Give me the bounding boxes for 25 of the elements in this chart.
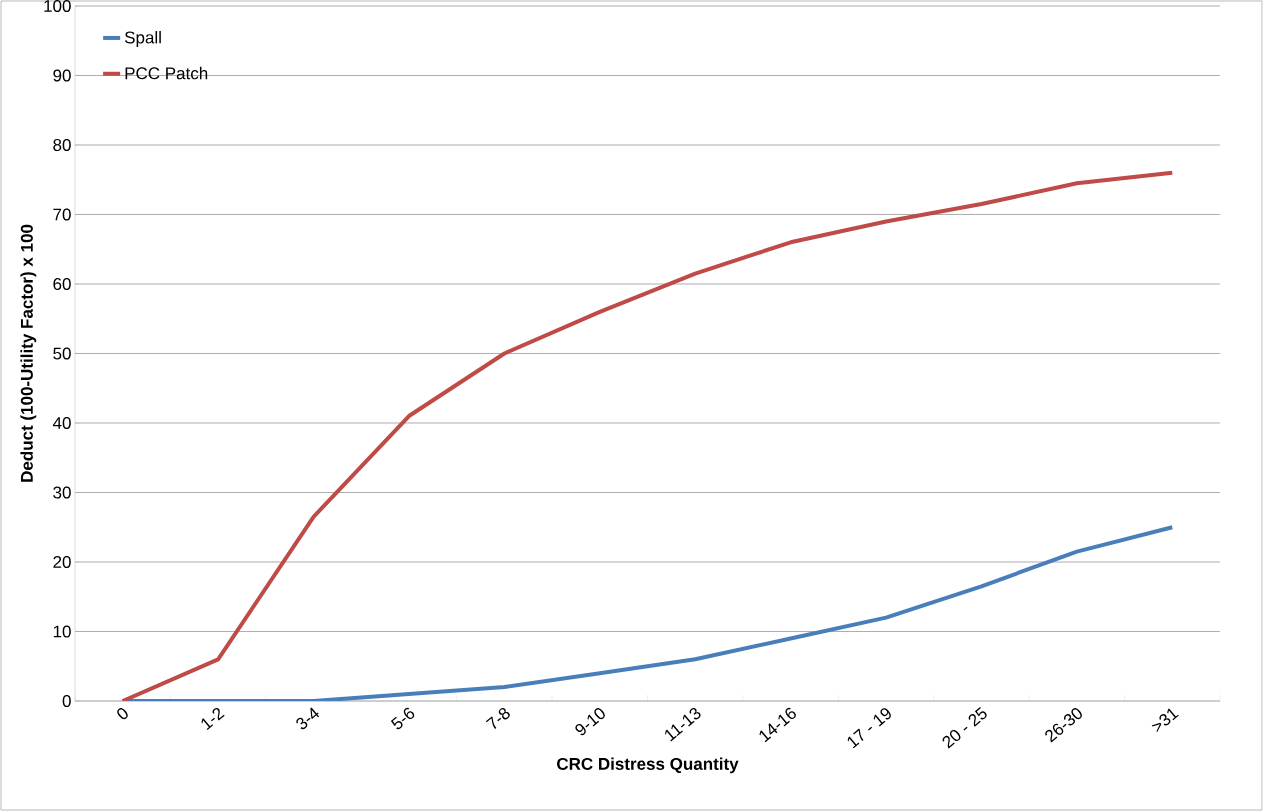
y-tick-label: 60 <box>53 277 71 291</box>
y-tick-label: 80 <box>53 138 71 152</box>
y-tick-label: 40 <box>52 416 71 430</box>
x-axis-title: CRC Distress Quantity <box>557 757 739 774</box>
x-tick-label: 9-10 <box>575 708 605 736</box>
y-tick-label: 100 <box>44 0 71 13</box>
x-tick-label: 0 <box>117 708 128 720</box>
y-tick-label: 20 <box>53 555 71 569</box>
y-tick-label: 30 <box>53 486 71 499</box>
y-axis-title: Deduct (100-Utility Factor) x 100 <box>20 224 37 482</box>
line-series <box>120 170 1175 701</box>
legend-label: Spall <box>124 31 161 47</box>
y-tick-label: 90 <box>53 69 71 82</box>
x-tick-label: 3-4 <box>296 707 320 730</box>
legend-label: PCC Patch <box>125 66 208 80</box>
y-tick-label: 10 <box>53 625 71 638</box>
y-tick-label: 70 <box>53 208 71 221</box>
y-tick-label: 0 <box>62 694 71 708</box>
x-tick-label: 1-2 <box>201 707 225 731</box>
x-tick-label: 5-6 <box>390 707 415 730</box>
x-tick-label: >31 <box>1151 708 1179 733</box>
x-tick-label: 7-8 <box>485 707 510 729</box>
x-tick-label: 17 - 19 <box>847 708 891 749</box>
x-tick-label: 20 - 25 <box>942 707 987 749</box>
y-tick-label: 50 <box>53 347 71 360</box>
